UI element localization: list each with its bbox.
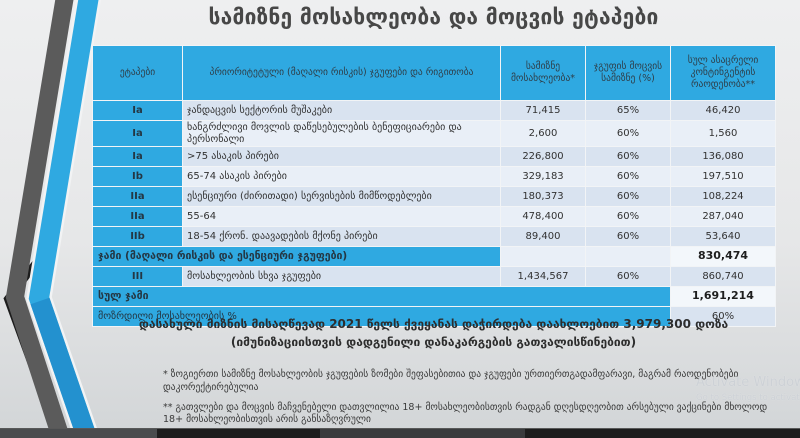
sum-high-risk-label: ჯამი (მაღალი რისკის და ესენციური ჯგუფები… xyxy=(92,246,501,267)
coverage-cell: 60% xyxy=(585,226,671,247)
population-cell: 89,400 xyxy=(500,226,586,247)
population-cell: 2,600 xyxy=(500,120,586,147)
stage-cell: Ia xyxy=(92,100,183,121)
coverage-cell: 60% xyxy=(585,186,671,207)
page-title: სამიზნე მოსახლეობა და მოცვის ეტაპები xyxy=(208,5,659,29)
footnote-1: * ზოგიერთი სამიზნე მოსახლეობის ჯგუფების … xyxy=(163,369,739,393)
population-cell: 478,400 xyxy=(500,206,586,227)
stage-cell: IIa xyxy=(92,186,183,207)
total-cell: 287,040 xyxy=(670,206,776,227)
population-cell: 180,373 xyxy=(500,186,586,207)
table-row: IIb 18-54 ქრონ. დაავადების მქონე პირები … xyxy=(92,226,776,247)
total-cell: 108,224 xyxy=(670,186,776,207)
grand-total-label: სულ ჯამი xyxy=(92,286,671,307)
stage-cell: IIa xyxy=(92,206,183,227)
table-row: IIa ესენციური (ძირითადი) სერვისების მიმწ… xyxy=(92,186,776,207)
grand-total-value: 1,691,214 xyxy=(670,286,776,307)
group-cell: 18-54 ქრონ. დაავადების მქონე პირები xyxy=(182,226,501,247)
empty-cell xyxy=(585,246,671,267)
adult-percentage-row: მოზრდილი მოსახლეობის % 60% xyxy=(92,306,776,327)
header-contingent: სულ ასაცრელი კონტინგენტის რაოდენობა** xyxy=(670,45,776,101)
total-cell: 197,510 xyxy=(670,166,776,187)
grand-total-row: სულ ჯამი 1,691,214 xyxy=(92,286,776,307)
stage-cell: Ia xyxy=(92,120,183,147)
target-population-table: ეტაპები პრიორიტეტული (მაღალი რისკის) ჯგუ… xyxy=(92,45,776,327)
doses-statement-line1: დასახული მიზნის მისაღწევად 2021 წელს ქვე… xyxy=(138,317,729,331)
stage-cell: Ia xyxy=(92,146,183,167)
adult-percentage-label: მოზრდილი მოსახლეობის % xyxy=(92,306,671,327)
header-population: სამიზნე მოსახლეობა* xyxy=(500,45,586,101)
table-row: III მოსახლეობის სხვა ჯგუფები 1,434,567 6… xyxy=(92,266,776,287)
stage-cell: Ib xyxy=(92,166,183,187)
coverage-cell: 65% xyxy=(585,100,671,121)
table-row: Ia ჯანდაცვის სექტორის მუშაკები 71,415 65… xyxy=(92,100,776,121)
header-stages: ეტაპები xyxy=(92,45,183,101)
group-cell: მოსახლეობის სხვა ჯგუფები xyxy=(182,266,501,287)
coverage-cell: 60% xyxy=(585,206,671,227)
table-row: Ib 65-74 ასაკის პირები 329,183 60% 197,5… xyxy=(92,166,776,187)
group-cell: ხანგრძლივი მოვლის დაწესებულების ბენეფიცი… xyxy=(182,120,501,147)
header-coverage: ჯგუფის მოცვის სამიზნე (%) xyxy=(585,45,671,101)
group-cell: ესენციური (ძირითადი) სერვისების მიმწოდებ… xyxy=(182,186,501,207)
header-groups: პრიორიტეტული (მაღალი რისკის) ჯგუფები და … xyxy=(182,45,501,101)
total-cell: 46,420 xyxy=(670,100,776,121)
adult-percentage-value: 60% xyxy=(670,306,776,327)
bottom-edge-bar xyxy=(0,428,800,438)
total-cell: 53,640 xyxy=(670,226,776,247)
sum-high-risk-row: ჯამი (მაღალი რისკის და ესენციური ჯგუფები… xyxy=(92,246,776,267)
table-header-row: ეტაპები პრიორიტეტული (მაღალი რისკის) ჯგუ… xyxy=(92,45,776,101)
footnotes: * ზოგიერთი სამიზნე მოსახლეობის ჯგუფების … xyxy=(163,369,775,434)
stage-cell: III xyxy=(92,266,183,287)
empty-cell xyxy=(500,246,586,267)
total-cell: 136,080 xyxy=(670,146,776,167)
total-cell: 860,740 xyxy=(670,266,776,287)
population-cell: 329,183 xyxy=(500,166,586,187)
population-cell: 226,800 xyxy=(500,146,586,167)
footnote-2: ** გათვლები და მოცვის მაჩვენებელი დათვლი… xyxy=(163,401,768,426)
doses-statement: დასახული მიზნის მისაღწევად 2021 წელს ქვე… xyxy=(92,315,775,351)
group-cell: 65-74 ასაკის პირები xyxy=(182,166,501,187)
coverage-cell: 60% xyxy=(585,266,671,287)
sum-high-risk-total: 830,474 xyxy=(670,246,776,267)
table-row: Ia >75 ასაკის პირები 226,800 60% 136,080 xyxy=(92,146,776,167)
table-row: IIa 55-64 478,400 60% 287,040 xyxy=(92,206,776,227)
coverage-cell: 60% xyxy=(585,166,671,187)
stage-cell: IIb xyxy=(92,226,183,247)
coverage-cell: 60% xyxy=(585,120,671,147)
doses-statement-line2: (იმუნიზაციისთვის დადგენილი დანაკარგების … xyxy=(230,335,637,349)
population-cell: 71,415 xyxy=(500,100,586,121)
population-cell: 1,434,567 xyxy=(500,266,586,287)
table-row: Ia ხანგრძლივი მოვლის დაწესებულების ბენეფ… xyxy=(92,120,776,147)
coverage-cell: 60% xyxy=(585,146,671,167)
group-cell: >75 ასაკის პირები xyxy=(182,146,501,167)
group-cell: ჯანდაცვის სექტორის მუშაკები xyxy=(182,100,501,121)
group-cell: 55-64 xyxy=(182,206,501,227)
bottom-bar-segment xyxy=(320,429,525,438)
total-cell: 1,560 xyxy=(670,120,776,147)
bottom-bar-segment xyxy=(0,429,157,438)
